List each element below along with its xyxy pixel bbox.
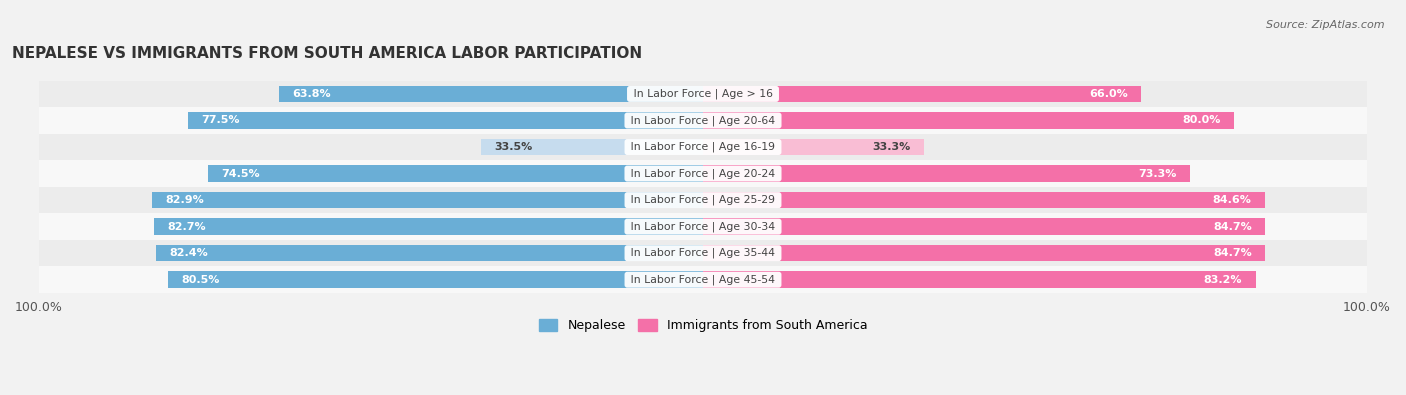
Bar <box>169 271 703 288</box>
Bar <box>703 245 1265 261</box>
Text: 84.7%: 84.7% <box>1213 222 1253 231</box>
Bar <box>703 166 1189 182</box>
Bar <box>39 213 1367 240</box>
Legend: Nepalese, Immigrants from South America: Nepalese, Immigrants from South America <box>533 314 873 337</box>
Bar <box>39 240 1367 267</box>
Bar <box>208 166 703 182</box>
Text: In Labor Force | Age > 16: In Labor Force | Age > 16 <box>630 89 776 99</box>
Text: In Labor Force | Age 16-19: In Labor Force | Age 16-19 <box>627 142 779 152</box>
Text: 77.5%: 77.5% <box>201 115 240 126</box>
Bar <box>153 218 703 235</box>
Bar <box>39 81 1367 107</box>
Bar <box>156 245 703 261</box>
Bar <box>39 187 1367 213</box>
Text: In Labor Force | Age 20-24: In Labor Force | Age 20-24 <box>627 168 779 179</box>
Bar <box>280 86 703 102</box>
Text: 74.5%: 74.5% <box>222 169 260 179</box>
Bar <box>703 112 1234 129</box>
Bar <box>188 112 703 129</box>
Bar <box>703 86 1142 102</box>
Bar <box>39 134 1367 160</box>
Bar <box>481 139 703 155</box>
Text: 83.2%: 83.2% <box>1204 275 1243 285</box>
Bar <box>39 267 1367 293</box>
Bar <box>703 139 924 155</box>
Text: 80.0%: 80.0% <box>1182 115 1220 126</box>
Bar <box>39 107 1367 134</box>
Text: In Labor Force | Age 30-34: In Labor Force | Age 30-34 <box>627 221 779 232</box>
Text: 33.3%: 33.3% <box>873 142 911 152</box>
Text: NEPALESE VS IMMIGRANTS FROM SOUTH AMERICA LABOR PARTICIPATION: NEPALESE VS IMMIGRANTS FROM SOUTH AMERIC… <box>13 46 643 60</box>
Text: 82.9%: 82.9% <box>166 195 204 205</box>
Bar <box>703 192 1265 208</box>
Text: In Labor Force | Age 45-54: In Labor Force | Age 45-54 <box>627 275 779 285</box>
Text: In Labor Force | Age 35-44: In Labor Force | Age 35-44 <box>627 248 779 258</box>
Text: 82.7%: 82.7% <box>167 222 205 231</box>
Text: 80.5%: 80.5% <box>181 275 221 285</box>
Text: 33.5%: 33.5% <box>494 142 531 152</box>
Text: In Labor Force | Age 20-64: In Labor Force | Age 20-64 <box>627 115 779 126</box>
Bar <box>152 192 703 208</box>
Text: 63.8%: 63.8% <box>292 89 332 99</box>
Text: 84.6%: 84.6% <box>1212 195 1251 205</box>
Bar <box>703 271 1256 288</box>
Text: 82.4%: 82.4% <box>169 248 208 258</box>
Text: Source: ZipAtlas.com: Source: ZipAtlas.com <box>1267 20 1385 30</box>
Text: 73.3%: 73.3% <box>1137 169 1177 179</box>
Bar <box>39 160 1367 187</box>
Text: In Labor Force | Age 25-29: In Labor Force | Age 25-29 <box>627 195 779 205</box>
Text: 84.7%: 84.7% <box>1213 248 1253 258</box>
Bar <box>703 218 1265 235</box>
Text: 66.0%: 66.0% <box>1090 89 1128 99</box>
